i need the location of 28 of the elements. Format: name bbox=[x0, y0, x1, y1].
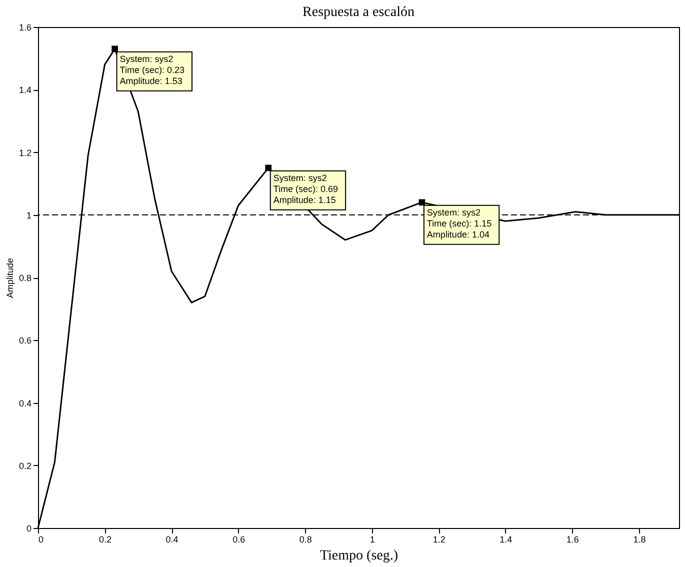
x-tick-label: 1.8 bbox=[633, 534, 646, 544]
annotation: System: sys2 Time (sec): 0.23 Amplitude: 1.53 bbox=[120, 54, 184, 86]
x-tick-label: 1.2 bbox=[432, 534, 446, 544]
annotation: System: sys2 Time (sec): 1.15 Amplitude: 1.04 bbox=[426, 207, 492, 240]
point bbox=[265, 164, 272, 172]
y-tick-label: 0.8 bbox=[18, 273, 32, 283]
y-tick-label: 0.2 bbox=[18, 460, 32, 471]
point bbox=[112, 46, 118, 52]
y-tick-label: 1.6 bbox=[18, 22, 32, 32]
x-tick-label: 1.4 bbox=[500, 534, 512, 544]
y-axis-title: Amplitude bbox=[4, 258, 15, 298]
x-tick-label: 1 bbox=[370, 534, 375, 544]
x-axis-title: Tiempo (seg.) bbox=[320, 548, 398, 564]
chart-title: Respuesta a escalón bbox=[302, 5, 414, 20]
y-tick-label: 1 bbox=[26, 210, 32, 220]
y-tick-label: 0.6 bbox=[18, 336, 32, 346]
x-tick-label: 0.6 bbox=[232, 534, 246, 544]
y-tick-label: 0.4 bbox=[18, 398, 32, 408]
x-tick-label: 0.2 bbox=[99, 534, 112, 544]
point bbox=[418, 199, 426, 206]
annotation: System: sys2 Time (sec): 0.69 Amplitude: 1.15 bbox=[273, 172, 338, 205]
y-tick-label: 1.2 bbox=[18, 148, 32, 158]
y-tick-label: 1.4 bbox=[18, 85, 32, 96]
x-tick-label: 0.8 bbox=[299, 534, 312, 544]
y-tick-label: 0 bbox=[26, 524, 32, 534]
x-tick-label: 1.6 bbox=[566, 534, 579, 544]
x-tick-label: 0 bbox=[38, 534, 44, 544]
x-tick-label: 0.4 bbox=[166, 534, 178, 544]
